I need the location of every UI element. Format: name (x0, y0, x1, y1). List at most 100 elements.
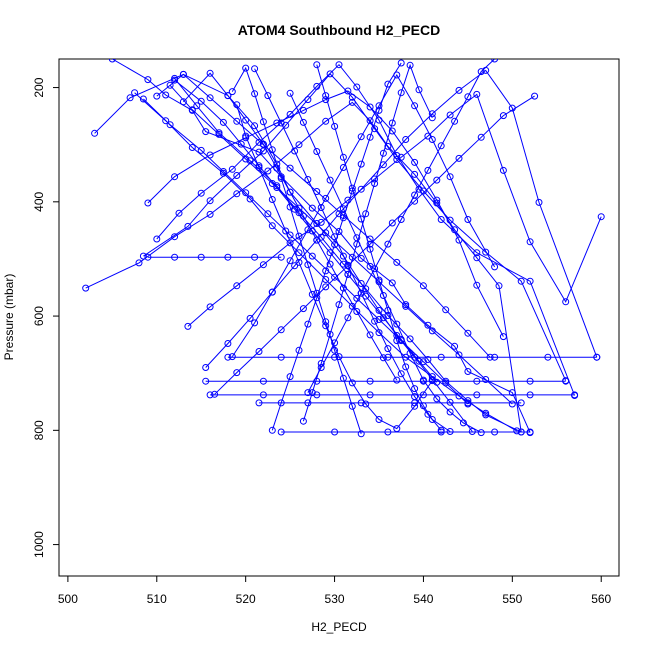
data-point (348, 184, 356, 192)
data-point (571, 391, 579, 399)
data-point (446, 428, 454, 435)
data-point (344, 270, 352, 278)
y-tick-label: 800 (32, 420, 46, 440)
data-point (393, 258, 401, 266)
data-point (464, 216, 472, 223)
data-point (491, 263, 499, 271)
data-point (366, 235, 374, 243)
data-point (322, 194, 330, 202)
data-point (366, 377, 374, 385)
data-point (473, 90, 481, 98)
data-point (411, 158, 419, 166)
data-point (446, 173, 454, 181)
data-point (388, 119, 396, 127)
data-point (379, 292, 387, 299)
series-line-18 (307, 59, 495, 393)
data-point (246, 195, 254, 203)
y-tick-label: 400 (32, 191, 46, 211)
data-point (384, 353, 392, 361)
data-point (402, 363, 410, 371)
data-point (335, 61, 343, 69)
data-point (308, 204, 316, 212)
x-tick-label: 510 (147, 592, 167, 606)
data-point (268, 426, 276, 434)
data-point (299, 106, 307, 114)
data-point (384, 80, 392, 88)
data-point (473, 391, 481, 399)
data-point (375, 102, 383, 110)
data-point (473, 281, 481, 289)
data-point (477, 429, 485, 437)
data-point (228, 165, 236, 173)
data-point (224, 92, 232, 100)
data-point (228, 88, 236, 96)
data-point (171, 76, 179, 84)
data-point (406, 61, 414, 69)
data-point (366, 240, 374, 248)
data-point (237, 140, 245, 148)
data-point (317, 364, 325, 371)
data-point (206, 151, 214, 159)
data-point (477, 68, 485, 76)
data-point (393, 320, 401, 328)
data-point (384, 306, 392, 314)
data-point (233, 369, 241, 377)
data-point (295, 232, 303, 240)
data-point (313, 391, 321, 399)
data-point (464, 93, 472, 101)
data-point (242, 116, 250, 124)
data-point (446, 408, 454, 416)
data-point (135, 259, 143, 267)
data-point (304, 96, 312, 104)
data-point (397, 59, 405, 67)
data-point (397, 216, 405, 223)
data-point (299, 118, 307, 126)
series-line-22 (174, 79, 438, 383)
data-point (175, 209, 183, 217)
data-point (388, 127, 396, 135)
data-point (388, 279, 396, 287)
data-point (526, 391, 534, 399)
data-point (233, 190, 241, 198)
data-point (459, 419, 467, 427)
data-point (259, 261, 267, 269)
data-point (326, 260, 334, 268)
data-point (268, 180, 276, 187)
data-point (308, 227, 316, 235)
data-point (366, 117, 374, 125)
data-point (259, 377, 267, 385)
x-tick-label: 540 (413, 592, 433, 606)
data-point (295, 346, 303, 354)
data-point (322, 267, 330, 275)
data-point (211, 390, 219, 398)
data-point (419, 391, 427, 399)
data-point (206, 391, 214, 399)
data-point (393, 332, 401, 339)
data-point (286, 110, 294, 118)
data-point (379, 149, 387, 157)
data-point (348, 253, 356, 261)
data-point (428, 373, 436, 381)
data-point (264, 210, 272, 218)
data-point (304, 399, 312, 407)
data-point (406, 335, 414, 343)
data-point (197, 97, 205, 105)
data-point (357, 254, 365, 262)
data-point (526, 277, 534, 285)
data-point (313, 289, 321, 297)
data-point (304, 176, 312, 183)
data-layer (82, 59, 605, 438)
series-line-12 (231, 74, 496, 357)
data-point (366, 331, 374, 339)
data-point (326, 249, 334, 257)
data-point (437, 216, 445, 223)
data-point (206, 197, 214, 205)
data-point (144, 253, 152, 261)
data-point (282, 227, 290, 235)
data-point (153, 235, 161, 243)
data-point (108, 59, 116, 63)
data-point (499, 333, 507, 341)
data-point (464, 368, 472, 375)
data-point (433, 196, 441, 204)
